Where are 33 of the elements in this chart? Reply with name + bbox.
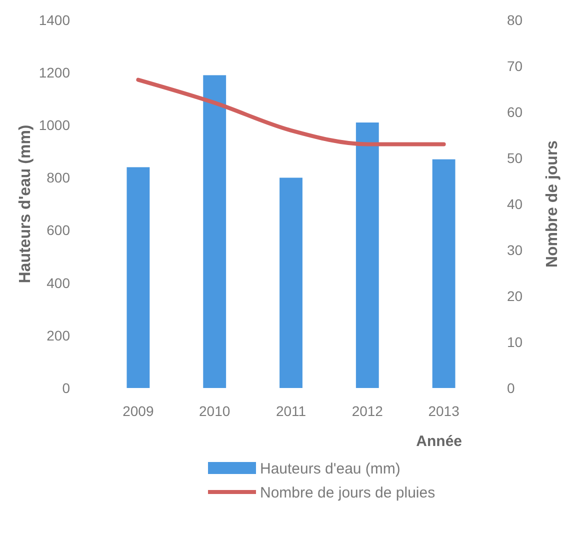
bar <box>356 122 379 388</box>
x-tick-label: 2011 <box>276 403 306 419</box>
line-series <box>136 78 446 146</box>
y-axis-title: Hauteurs d'eau (mm) <box>17 124 34 284</box>
y2-tick-label: 60 <box>507 104 523 120</box>
x-tick-label: 2013 <box>428 403 460 419</box>
y-tick-label: 200 <box>46 327 70 344</box>
y2-axis-title: Nombre de jours <box>544 140 561 268</box>
bar <box>203 75 226 388</box>
legend-label: Hauteurs d'eau (mm) <box>260 460 400 478</box>
bar <box>432 159 456 388</box>
y2-tick-label: 80 <box>507 12 523 28</box>
bar <box>280 178 302 388</box>
x-tick-label: 2010 <box>199 403 230 419</box>
y-tick-label: 1400 <box>38 12 70 28</box>
y2-tick-label: 0 <box>507 380 515 396</box>
x-tick-label: 2009 <box>122 403 154 419</box>
y-tick-label: 1200 <box>38 64 70 80</box>
y-tick-label: 1000 <box>38 117 70 134</box>
y2-tick-label: 70 <box>507 58 523 74</box>
y2-tick-label: 30 <box>507 242 523 258</box>
y-tick-label: 0 <box>62 380 70 396</box>
y-tick-label: 800 <box>46 170 70 186</box>
bar <box>126 167 150 388</box>
x-tick-label: 2012 <box>352 403 384 419</box>
y2-tick-label: 50 <box>507 150 523 166</box>
y-tick-label: 600 <box>46 222 70 238</box>
legend-label: Nombre de jours de pluies <box>260 484 436 502</box>
y2-tick-label: 10 <box>507 334 523 350</box>
y-tick-label: 400 <box>46 274 70 291</box>
y2-tick-label: 20 <box>507 288 523 304</box>
x-axis-title: Année <box>416 433 462 450</box>
y2-tick-label: 40 <box>507 196 523 212</box>
